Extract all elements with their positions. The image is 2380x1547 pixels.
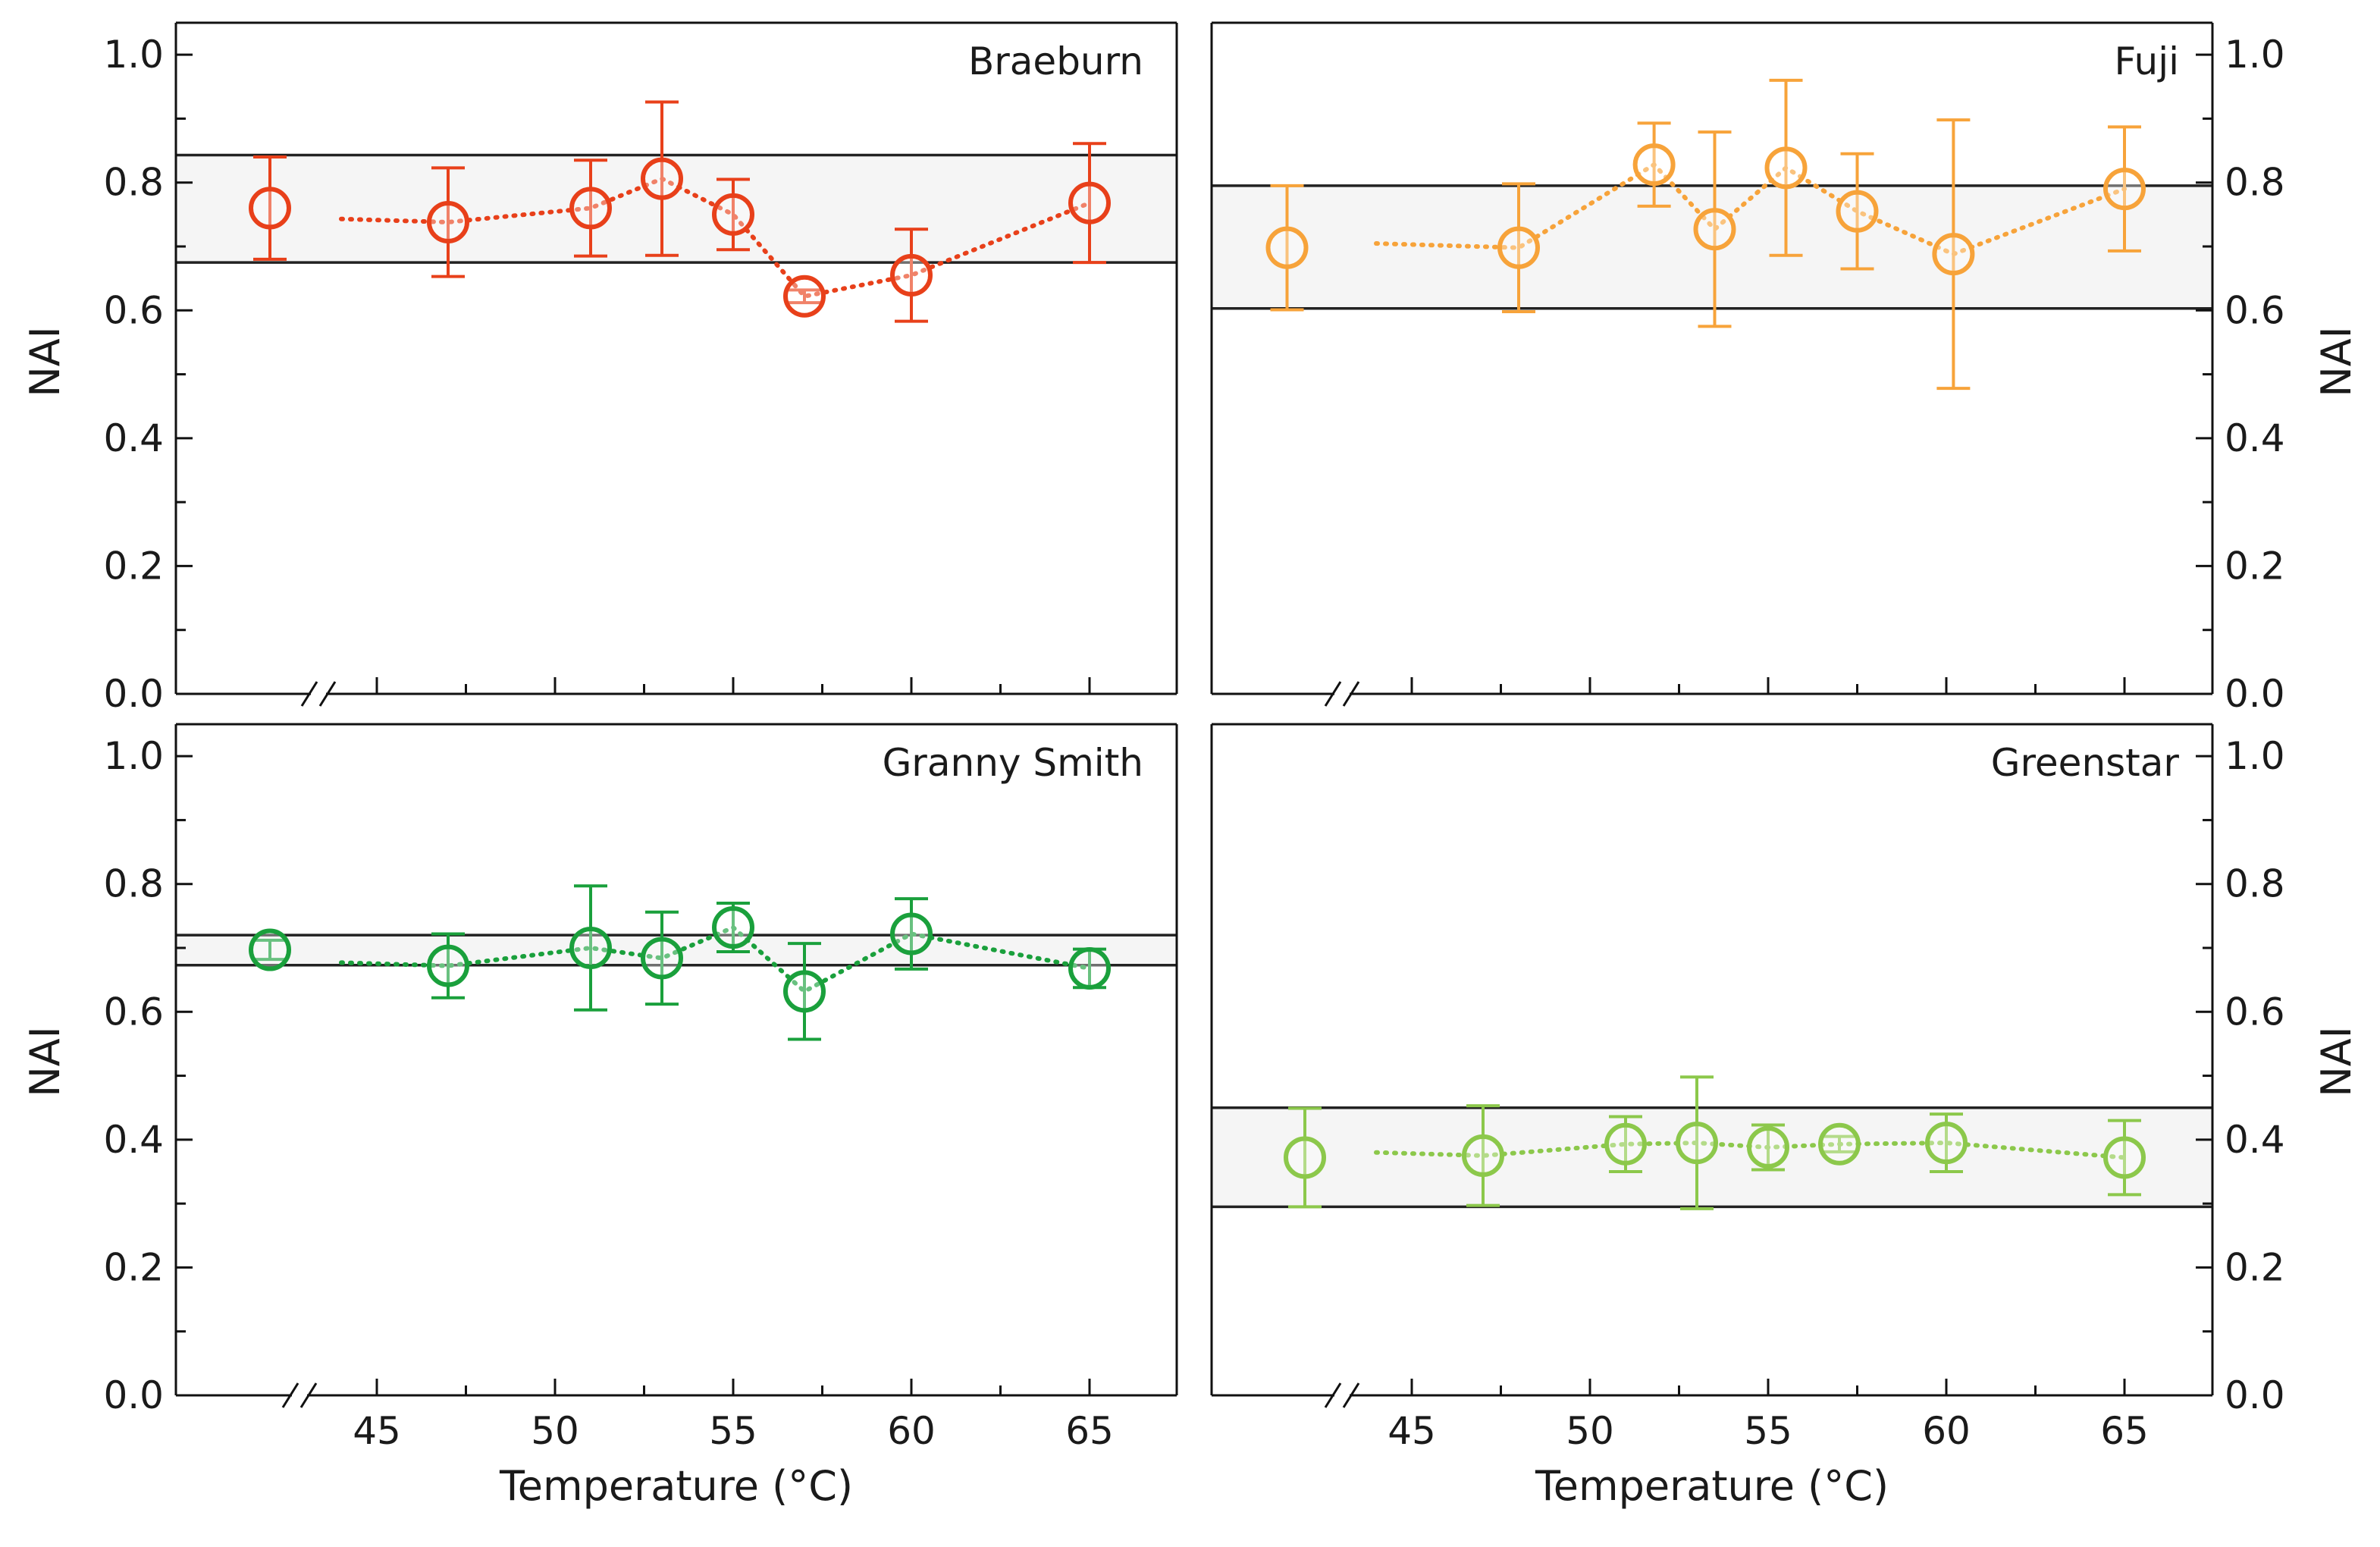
data-point [1932, 233, 1975, 276]
y-tick-label: 0.2 [2225, 1245, 2285, 1289]
data-point [1632, 143, 1676, 187]
data-point [1068, 946, 1111, 990]
series-line [339, 176, 1092, 300]
y-tick-label: 0.0 [103, 672, 164, 716]
x-tick-label: 65 [2100, 1409, 2149, 1453]
reference-point [249, 187, 291, 230]
y-tick-label: 1.0 [103, 734, 164, 778]
data-point [890, 912, 933, 956]
axis-break-mark [1342, 681, 1360, 707]
data-point [712, 193, 754, 236]
y-tick-label: 0.2 [103, 544, 164, 588]
panel-title: Granny Smith [883, 741, 1143, 785]
data-point [1747, 1125, 1789, 1169]
y-axis-title-bottom-right: NAI [2313, 1026, 2360, 1097]
panel-fuji: 0.0 0.2 0.4 0.6 0.8 1.0 Fuji [1210, 21, 2285, 716]
y-axis-title-top-right: NAI [2313, 326, 2360, 397]
data-point [2103, 1136, 2146, 1179]
axis-break-mark [300, 681, 318, 707]
y-tick-label: 0.2 [103, 1245, 164, 1289]
x-tick-label: 50 [531, 1409, 579, 1453]
y-tick-label: 1.0 [2225, 734, 2285, 778]
data-point [569, 927, 612, 969]
data-point [1068, 181, 1111, 224]
y-tick-label: 0.6 [103, 288, 164, 332]
data-point [641, 937, 683, 980]
y-tick-label: 0.8 [2225, 862, 2285, 906]
data-point [569, 187, 612, 230]
data-point [641, 157, 683, 200]
data-point [1764, 146, 1808, 190]
y-tick-label: 0.0 [103, 1373, 164, 1417]
axis-break-mark [281, 1382, 299, 1408]
axis-break-mark [1324, 681, 1342, 707]
data-point [1693, 208, 1736, 251]
data-point [427, 944, 469, 987]
y-tick-label: 0.4 [103, 1118, 164, 1162]
axis-break-mark [1342, 1382, 1360, 1408]
x-tick-label: 50 [1566, 1409, 1614, 1453]
panel-greenstar: 0.0 0.2 0.4 0.6 0.8 1.0 45 50 55 60 65 Temperature … [1210, 723, 2285, 1510]
y-tick-label: 0.8 [103, 161, 164, 205]
data-point [1925, 1122, 1968, 1165]
y-tick-label: 0.8 [2225, 161, 2285, 205]
data-point [427, 200, 469, 243]
x-tick-label: 45 [353, 1409, 401, 1453]
x-tick-label: 60 [1922, 1409, 1971, 1453]
reference-point [1265, 226, 1309, 269]
y-tick-label: 0.6 [103, 990, 164, 1034]
y-tick-label: 0.6 [2225, 990, 2285, 1034]
data-point [2103, 168, 2146, 211]
axis-break-mark [299, 1382, 318, 1408]
y-tick-label: 0.0 [2225, 1373, 2285, 1417]
panel-granny-smith: 0.0 0.2 0.4 0.6 0.8 1.0 45 50 55 60 65 Temperature … [103, 723, 1178, 1510]
data-point [1462, 1134, 1504, 1177]
axis-break-mark [318, 681, 337, 707]
panel-title: Braeburn [968, 39, 1143, 83]
x-tick-label: 60 [887, 1409, 936, 1453]
x-axis-title: Temperature (°C) [499, 1462, 853, 1510]
panel-title: Fuji [2115, 39, 2180, 83]
y-tick-label: 0.0 [2225, 672, 2285, 716]
reference-point [1284, 1136, 1326, 1179]
data-point [1676, 1122, 1718, 1165]
reference-band [176, 155, 1177, 263]
y-tick-label: 0.2 [2225, 544, 2285, 588]
x-tick-label: 55 [1744, 1409, 1792, 1453]
x-tick-label: 55 [709, 1409, 757, 1453]
y-tick-label: 1.0 [103, 33, 164, 77]
series-line [339, 924, 1092, 994]
data-point [1604, 1122, 1647, 1166]
data-point [1497, 226, 1540, 269]
x-tick-label: 45 [1388, 1409, 1436, 1453]
y-tick-label: 0.4 [2225, 416, 2285, 460]
panel-title: Greenstar [1991, 741, 2180, 785]
x-axis-title: Temperature (°C) [1535, 1462, 1889, 1510]
data-point [783, 970, 826, 1013]
panel-braeburn: 0.0 0.2 0.4 0.6 0.8 1.0 Braeburn [103, 21, 1178, 716]
x-tick-label: 65 [1065, 1409, 1114, 1453]
data-point [1836, 190, 1879, 233]
axis-break-mark [1324, 1382, 1342, 1408]
y-tick-label: 0.8 [103, 862, 164, 906]
y-tick-label: 0.4 [2225, 1118, 2285, 1162]
data-point [783, 275, 826, 318]
data-point [712, 906, 754, 949]
data-point [890, 253, 933, 297]
data-point [1818, 1122, 1861, 1166]
reference-point [249, 928, 291, 971]
y-tick-label: 1.0 [2225, 33, 2285, 77]
y-axis-title-top-left: NAI [21, 326, 69, 397]
y-tick-label: 0.4 [103, 416, 164, 460]
y-tick-label: 0.6 [2225, 288, 2285, 332]
y-axis-title-bottom-left: NAI [21, 1026, 69, 1097]
